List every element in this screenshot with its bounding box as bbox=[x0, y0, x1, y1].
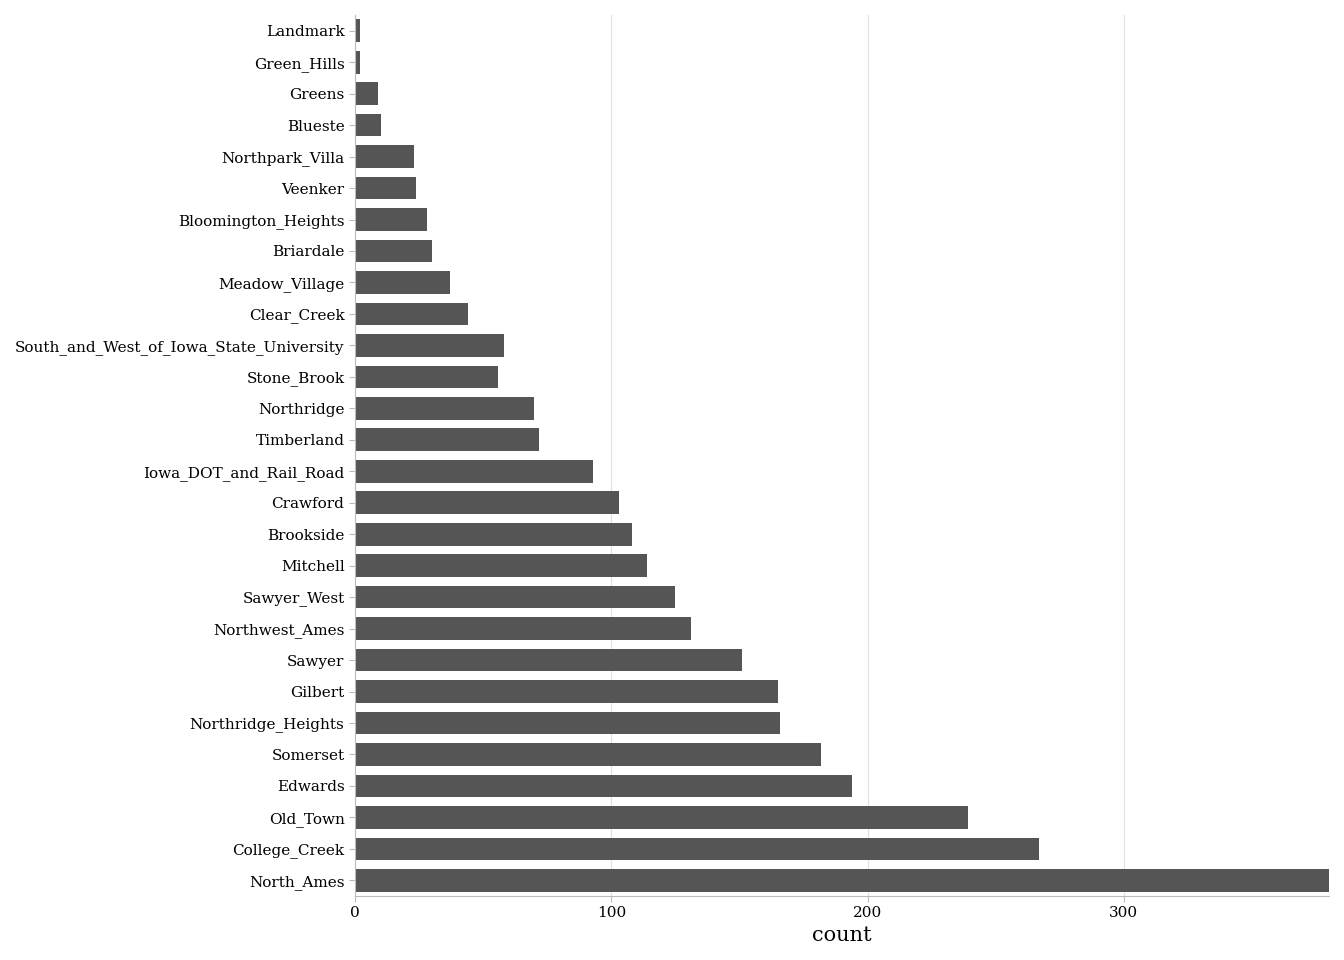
Bar bbox=[355, 523, 632, 545]
Bar bbox=[355, 681, 778, 703]
Bar bbox=[355, 302, 468, 325]
Bar bbox=[355, 83, 378, 105]
Bar bbox=[355, 743, 821, 766]
Bar bbox=[355, 586, 675, 609]
Bar bbox=[355, 428, 539, 451]
Bar bbox=[355, 837, 1039, 860]
Bar bbox=[355, 460, 593, 483]
Bar bbox=[355, 649, 742, 671]
Bar bbox=[355, 492, 620, 514]
Bar bbox=[355, 19, 360, 42]
Bar bbox=[355, 711, 781, 734]
Bar bbox=[355, 334, 504, 357]
Bar bbox=[355, 366, 499, 388]
Bar bbox=[355, 271, 450, 294]
Bar bbox=[355, 869, 1344, 892]
Bar bbox=[355, 208, 426, 230]
Bar bbox=[355, 145, 414, 168]
Bar bbox=[355, 806, 968, 828]
Bar bbox=[355, 51, 360, 74]
Bar bbox=[355, 177, 417, 200]
Bar bbox=[355, 775, 852, 797]
Bar bbox=[355, 554, 648, 577]
X-axis label: count: count bbox=[812, 926, 872, 945]
Bar bbox=[355, 240, 431, 262]
Bar bbox=[355, 114, 380, 136]
Bar bbox=[355, 617, 691, 640]
Bar bbox=[355, 397, 535, 420]
